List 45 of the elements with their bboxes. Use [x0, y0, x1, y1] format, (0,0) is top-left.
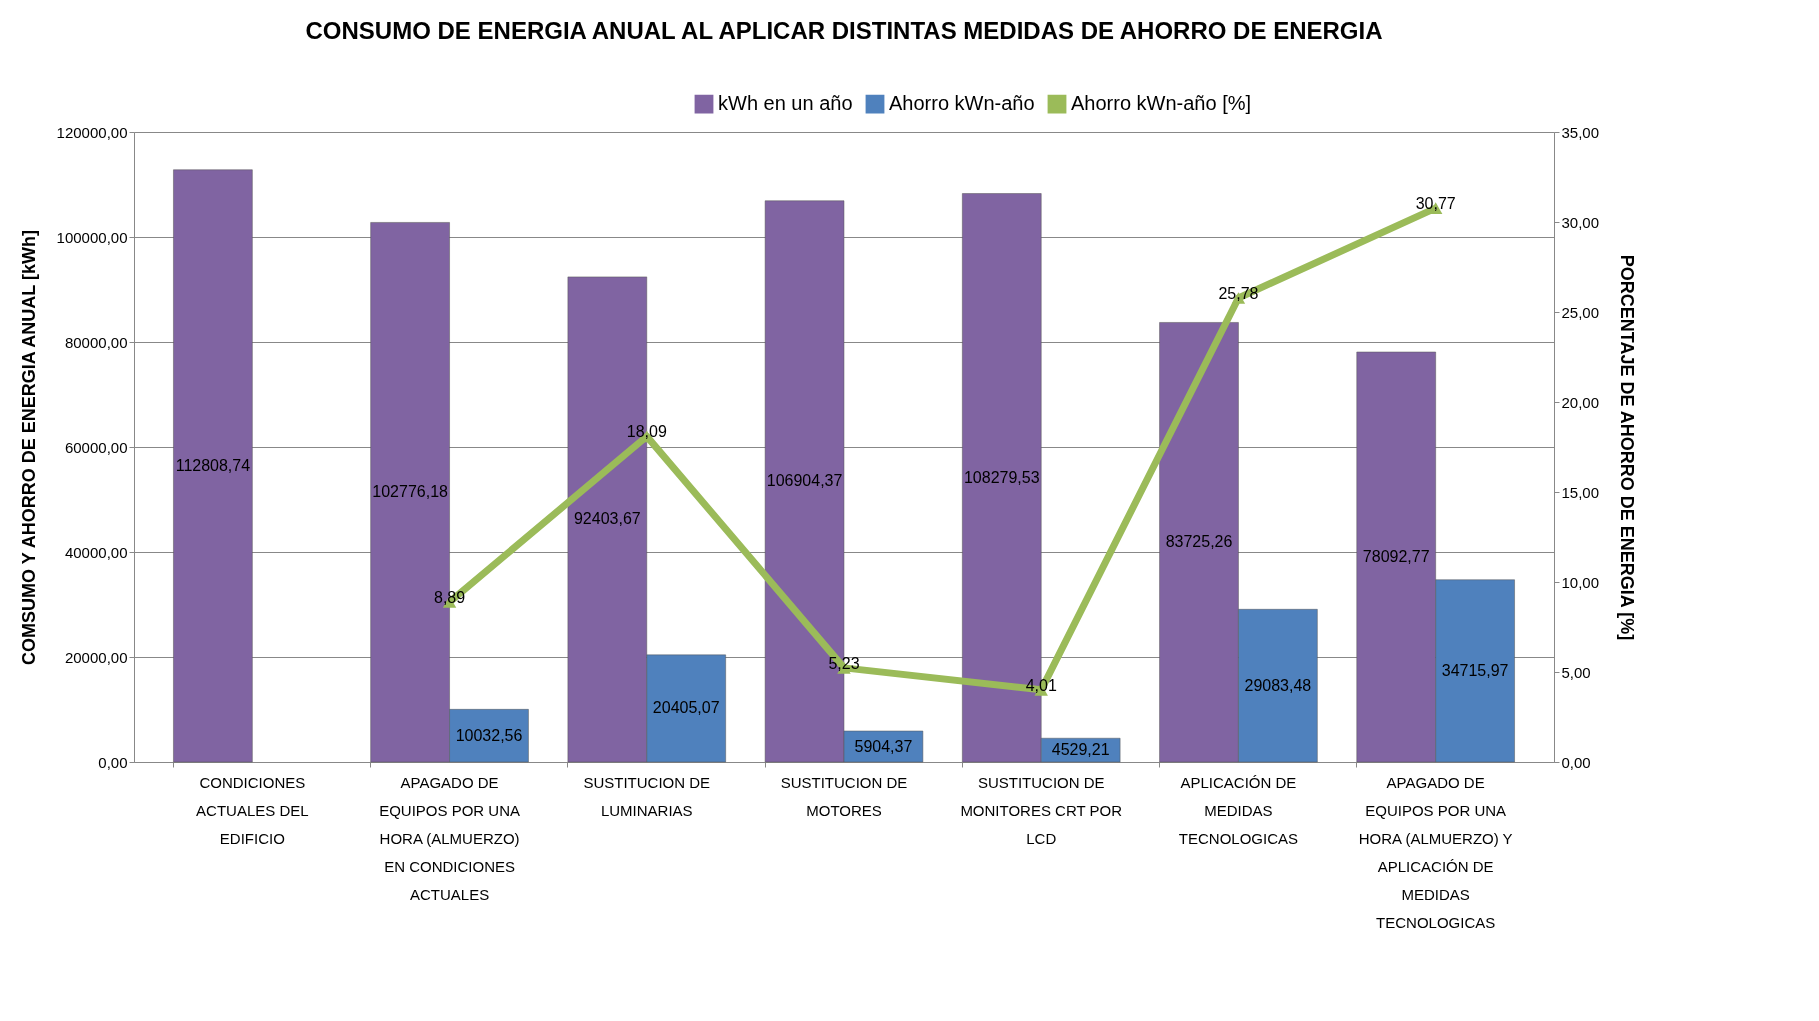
y2-tick-label: 25,00 [1561, 303, 1600, 321]
y2-tick-label: 5,00 [1561, 663, 1591, 681]
data-label: 20405,07 [652, 699, 720, 717]
y-tick-label: 0,00 [98, 753, 128, 771]
data-label: 106904,37 [766, 472, 843, 490]
data-label: 5904,37 [854, 737, 913, 755]
data-label: 83725,26 [1165, 533, 1233, 551]
x-tick-label: CONDICIONES ACTUALES DEL EDIFICIO [196, 773, 309, 847]
legend-label: Ahorro kWn-año [%] [1071, 92, 1252, 115]
data-label: 78092,77 [1362, 548, 1430, 566]
y2-tick-label: 10,00 [1561, 573, 1600, 591]
x-tick-label: SUSTITUCION DE MONITORES CRT POR LCD [960, 773, 1123, 847]
data-label: 5,23 [828, 654, 860, 672]
data-label: 34715,97 [1441, 661, 1509, 679]
y-axis-title: COMSUMO Y AHORRO DE ENERGIA ANUAL [kWh] [18, 229, 39, 666]
y-tick-label: 20000,00 [64, 648, 128, 666]
x-tick-label: SUSTITUCION DE LUMINARIAS [583, 773, 711, 819]
y2-axis-title: PORCENTAJE DE AHORRO DE ENERGIA [%] [1617, 254, 1638, 641]
data-label: 4529,21 [1051, 741, 1110, 759]
y-tick-label: 120000,00 [56, 123, 128, 141]
y2-tick-label: 35,00 [1561, 123, 1600, 141]
data-label: 10032,56 [455, 726, 523, 744]
y-tick-label: 100000,00 [56, 228, 128, 246]
x-tick-label: APLICACIÓN DE MEDIDAS TECNOLOGICAS [1178, 773, 1299, 847]
data-label: 18,09 [626, 423, 667, 441]
y2-tick-label: 20,00 [1561, 393, 1600, 411]
y-tick-label: 80000,00 [64, 333, 128, 351]
legend-label: kWh en un año [718, 92, 853, 115]
x-tick-label: SUSTITUCION DE MOTORES [780, 773, 908, 819]
legend-label: Ahorro kWn-año [889, 92, 1035, 115]
data-label: 8,89 [433, 588, 466, 606]
y2-tick-label: 15,00 [1561, 483, 1600, 501]
y-tick-label: 60000,00 [64, 438, 128, 456]
data-label: 112808,74 [175, 456, 251, 474]
y-tick-label: 40000,00 [64, 543, 128, 561]
x-tick-label: APAGADO DE EQUIPOS POR UNA HORA (ALMUERZO) EN CONDICIONES ACTUALES [379, 773, 520, 903]
data-label: 102776,18 [372, 483, 449, 501]
y2-tick-label: 0,00 [1561, 753, 1591, 771]
data-label: 29083,48 [1244, 676, 1312, 694]
data-label: 92403,67 [573, 510, 641, 528]
y2-tick-label: 30,00 [1561, 213, 1600, 231]
data-label: 108279,53 [963, 468, 1040, 486]
x-tick-label: APAGADO DE EQUIPOS POR UNA HORA (ALMUERZO) Y APLICACIÓN DE MEDIDAS TECNOLOGICAS [1358, 773, 1513, 931]
data-label: 30,77 [1415, 195, 1456, 213]
chart-title: CONSUMO DE ENERGIA ANUAL AL APLICAR DISTINTAS MEDIDAS DE AHORRO DE ENERGIA [305, 17, 1383, 44]
